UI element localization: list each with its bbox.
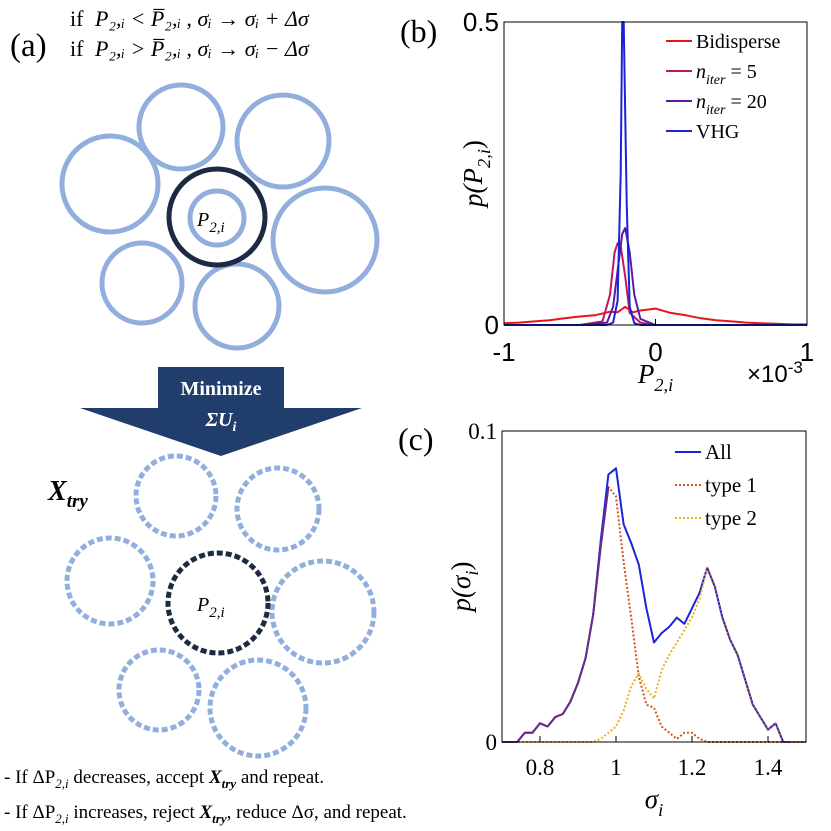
rule-2-action: σᵢ → σᵢ − Δσ <box>197 36 309 61</box>
rule-2-if: if <box>70 36 84 61</box>
x-tick-label: 1.2 <box>678 755 707 780</box>
legend-label: VHG <box>696 121 739 143</box>
center-trial-label: P2,i <box>196 594 225 621</box>
series-line-purple-overlap <box>502 486 610 743</box>
center-particle-label: P2,i <box>196 209 225 236</box>
particle-circle <box>192 261 282 351</box>
plot-frame <box>503 21 808 326</box>
legend-label: type 2 <box>705 506 757 530</box>
series-line-vhg <box>504 21 807 326</box>
x-tick-label: -1 <box>492 337 515 367</box>
y-axis-label: p(σi) <box>446 562 482 614</box>
legend-label: Bidisperse <box>696 31 781 53</box>
trial-circle <box>116 647 202 733</box>
series-line-niter20 <box>504 227 807 326</box>
panel-b-label: (b) <box>400 13 437 49</box>
rule-1-if: if <box>70 6 84 31</box>
minimize-arrow <box>80 367 362 456</box>
x-tick-label: 0.8 <box>526 755 555 780</box>
trial-circle <box>133 453 219 539</box>
bullet-accept: - If ΔP2,i decreases, accept Xtry and re… <box>4 767 324 791</box>
trial-circle <box>269 558 377 666</box>
particle-circle <box>270 185 380 295</box>
y-tick-label: 0 <box>485 310 499 340</box>
x-axis-label: σi <box>645 784 663 820</box>
y-tick-label: 0.1 <box>468 419 497 444</box>
x-axis-label: P2,i <box>637 359 673 395</box>
series-line-purple-overlap-2 <box>706 567 791 743</box>
panel-a: (a) if P₂,ᵢ < P̅₂,ᵢ , σᵢ → σᵢ + Δσ if P₂… <box>4 6 407 826</box>
rule-1-condition: P₂,ᵢ < P̅₂,ᵢ <box>94 6 181 31</box>
particle-circle <box>234 92 332 190</box>
rule-2: if P₂,ᵢ > P̅₂,ᵢ , σᵢ → σᵢ − Δσ <box>70 36 310 61</box>
dashed-circle-cluster <box>64 453 377 759</box>
x-tick-label: 0 <box>648 337 662 367</box>
center-particle <box>166 166 268 268</box>
rule-1-action: σᵢ → σᵢ + Δσ <box>197 6 309 31</box>
xtry-label: Xtry <box>47 476 88 512</box>
particle-circle <box>99 240 185 326</box>
series-line-type-1 <box>502 486 806 743</box>
chart-c: 0.8 1 1.2 1.4 0 0.1 σi p(σi) All type 1 type 2 <box>446 419 807 820</box>
bullet-reject: - If ΔP2,i increases, reject Xtry, reduc… <box>4 802 407 826</box>
trial-circle <box>234 465 322 553</box>
series-line-type-2 <box>502 566 806 743</box>
rule-1: if P₂,ᵢ < P̅₂,ᵢ , σᵢ → σᵢ + Δσ <box>70 6 310 31</box>
series-line-niter5 <box>504 242 807 326</box>
legend-label: All <box>705 440 732 464</box>
center-trial-particle <box>165 550 271 656</box>
y-tick-label: 0.5 <box>463 7 499 37</box>
legend-label: niter = 20 <box>696 91 767 118</box>
series-line-all <box>502 467 806 743</box>
panel-a-label: (a) <box>10 28 47 64</box>
panel-b: (b) -1 0 100.5P2,ip(P2,i)×10-3Bidisperseni… <box>400 7 814 395</box>
x-tick-label: 1.4 <box>754 755 783 780</box>
trial-circle <box>207 657 309 759</box>
y-tick-label: 0 <box>486 730 498 755</box>
legend-label: niter = 5 <box>696 61 757 88</box>
particle-circle <box>59 133 161 235</box>
series-line-bidisperse <box>503 305 807 326</box>
sum-u-label: ΣUi <box>205 409 237 435</box>
trial-circle <box>64 535 156 627</box>
panel-c-label: (c) <box>398 421 434 457</box>
legend-label: type 1 <box>705 473 757 497</box>
x-multiplier: ×10-3 <box>747 358 803 388</box>
y-axis-label: p(P2,i) <box>458 140 494 209</box>
x-tick-label: 1 <box>610 755 622 780</box>
particle-circle <box>136 82 226 172</box>
solid-circle-cluster <box>59 82 380 351</box>
minimize-label: Minimize <box>180 378 261 400</box>
plot-frame <box>501 430 807 743</box>
rule-2-condition: P₂,ᵢ > P̅₂,ᵢ <box>94 36 181 61</box>
particle-circle-center-inner <box>187 188 247 248</box>
x-tick-label: 1 <box>800 337 814 367</box>
panel-c: (c) 0.8 1 1.2 1.4 0 0.1 σi p(σi) All type 1 type 2 <box>398 419 807 820</box>
chart-b: -1 0 100.5P2,ip(P2,i)×10-3Bidisperseniter … <box>458 7 814 395</box>
